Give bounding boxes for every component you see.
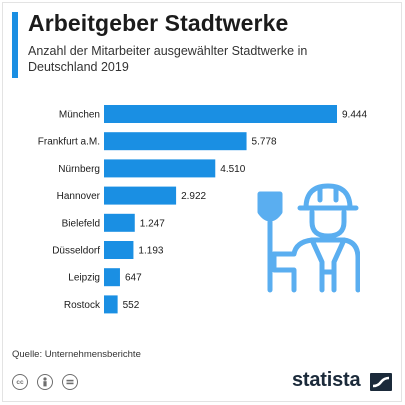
- category-label-4: Bielefeld: [62, 218, 100, 229]
- value-label-7: 552: [123, 300, 140, 311]
- value-label-6: 647: [125, 273, 142, 284]
- bar-6: [104, 268, 120, 287]
- category-label-5: Düsseldorf: [52, 246, 100, 257]
- bar-0: [104, 105, 337, 123]
- worker-illustration-icon: [257, 183, 360, 293]
- category-label-1: Frankfurt a.M.: [38, 137, 100, 148]
- chart-subtitle: Anzahl der Mitarbeiter ausgewählter Stad…: [28, 44, 308, 74]
- value-label-0: 9.444: [342, 110, 367, 121]
- value-label-3: 2.922: [181, 191, 206, 202]
- category-label-3: Hannover: [57, 191, 101, 202]
- value-label-2: 4.510: [220, 164, 245, 175]
- bar-7: [104, 295, 118, 314]
- value-label-1: 5.778: [252, 137, 277, 148]
- chart-title: Arbeitgeber Stadtwerke: [28, 10, 289, 36]
- bar-4: [104, 213, 135, 232]
- person-glyph-icon: [43, 377, 47, 387]
- category-label-0: München: [59, 110, 100, 121]
- category-label-7: Rostock: [64, 300, 101, 311]
- title-accent-bar: [12, 12, 18, 78]
- value-label-5: 1.193: [138, 246, 163, 257]
- statista-logo[interactable]: statista: [292, 369, 361, 391]
- bar-3: [104, 186, 177, 205]
- bar-5: [104, 241, 134, 259]
- category-label-2: Nürnberg: [58, 164, 100, 175]
- by-person-icon[interactable]: [37, 374, 53, 390]
- statista-logo-mark-icon: [370, 373, 392, 391]
- cc-icon[interactable]: cc: [12, 374, 28, 390]
- value-label-4: 1.247: [140, 218, 165, 229]
- bar-2: [104, 159, 216, 178]
- bar-1: [104, 132, 247, 151]
- nd-equals-icon[interactable]: [62, 374, 78, 390]
- category-label-6: Leipzig: [68, 273, 100, 284]
- chart-frame: [2, 2, 402, 402]
- source-note: Quelle: Unternehmensberichte: [12, 349, 141, 360]
- equals-glyph-icon: [66, 379, 74, 385]
